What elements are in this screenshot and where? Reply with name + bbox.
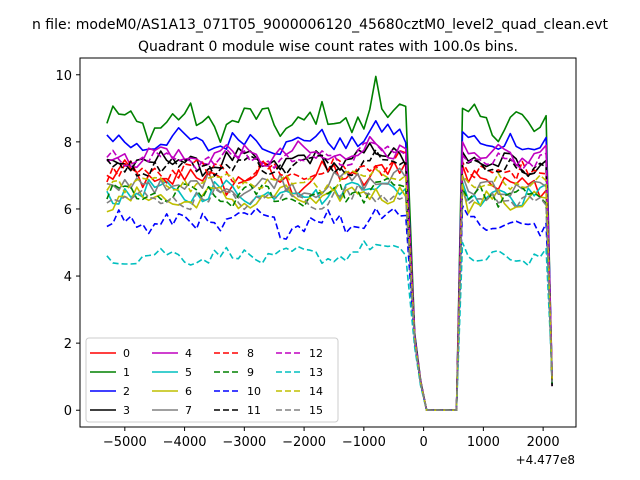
legend-label: 3: [123, 404, 130, 417]
series-line-12: [106, 141, 553, 411]
x-tick-label: −5000: [103, 435, 147, 450]
legend-label: 15: [309, 404, 323, 417]
series-line-10: [106, 204, 553, 411]
y-tick-label: 4: [64, 270, 72, 285]
legend-label: 9: [247, 366, 254, 379]
series-layer: [106, 75, 553, 411]
chart-title: Quadrant 0 module wise count rates with …: [138, 39, 518, 55]
series-line-11: [106, 149, 553, 411]
legend-label: 4: [185, 347, 192, 360]
legend-frame: [85, 337, 339, 423]
legend-label: 14: [309, 385, 323, 398]
series-line-15: [106, 183, 553, 411]
y-axis: 0 2 4 6 8 10: [55, 69, 80, 419]
x-tick-label: 1000: [467, 435, 500, 450]
legend-label: 13: [309, 366, 323, 379]
y-tick-label: 0: [64, 404, 72, 419]
x-tick-label: −3000: [222, 435, 266, 450]
series-line-1: [106, 75, 553, 411]
x-tick-label: −1000: [342, 435, 386, 450]
y-tick-label: 2: [64, 337, 72, 352]
y-tick-label: 6: [64, 203, 72, 218]
series-line-14: [106, 168, 553, 411]
legend-label: 0: [123, 347, 130, 360]
legend-label: 10: [247, 385, 261, 398]
legend-label: 12: [309, 347, 323, 360]
series-line-13: [106, 240, 553, 411]
y-tick-label: 8: [64, 136, 72, 151]
series-line-2: [106, 120, 553, 411]
series-line-5: [106, 178, 553, 411]
series-line-8: [106, 149, 553, 411]
x-tick-label: −2000: [282, 435, 326, 450]
plot-frame: [79, 57, 577, 428]
legend-label: 11: [247, 404, 261, 417]
figure-suptitle: n file: modeM0/AS1A13_071T05_9000006120_…: [32, 17, 609, 33]
legend-label: 5: [185, 366, 192, 379]
legend-label: 1: [123, 366, 130, 379]
legend-label: 7: [185, 404, 192, 417]
series-line-4: [106, 135, 553, 411]
y-tick-label: 10: [55, 69, 72, 84]
legend-label: 2: [123, 385, 130, 398]
legend-label: 6: [185, 385, 192, 398]
x-tick-label: 0: [419, 435, 427, 450]
x-tick-label: −4000: [163, 435, 207, 450]
legend-label: 8: [247, 347, 254, 360]
x-axis-offset-label: +4.477e8: [516, 453, 575, 467]
x-axis: −5000 −4000 −3000 −2000 −1000 0 1000 2000: [103, 427, 560, 450]
x-tick-label: 2000: [527, 435, 560, 450]
